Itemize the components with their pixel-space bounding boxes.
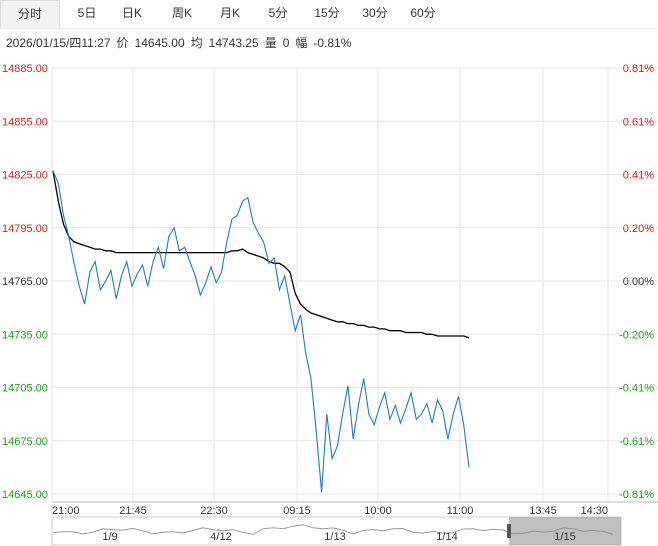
- tab-intraday[interactable]: 分时: [0, 0, 60, 28]
- navigator-dates: 1/9 4/12 1/13 1/14 1/15: [102, 531, 575, 543]
- price-tick-label: 14645.00: [2, 489, 48, 501]
- percent-tick-label: 0.61%: [623, 116, 654, 128]
- volume-value: 0: [282, 36, 290, 50]
- time-tick-label: 13:45: [529, 505, 557, 517]
- price-tick-label: 14675.00: [2, 436, 48, 448]
- price-value: 14645.00: [134, 36, 185, 50]
- price-line: [52, 170, 470, 493]
- time-tick-label: 21:45: [119, 505, 147, 517]
- percent-axis: 0.81% 0.61% 0.41% 0.20% 0.00% -0.20% -0.41% -0.…: [619, 63, 654, 501]
- time-tick-label: 22:30: [200, 505, 228, 517]
- percent-tick-label: -0.61%: [619, 436, 654, 448]
- percent-tick-label: -0.20%: [619, 329, 654, 341]
- price-tick-label: 14705.00: [2, 383, 48, 395]
- tab-15min[interactable]: 15分: [314, 6, 340, 20]
- quote-info-bar: 2026/01/15/四11:27 价 14645.00 均 14743.25 量 0 幅 -0…: [6, 34, 357, 51]
- price-tick-label: 14765.00: [2, 276, 48, 288]
- price-tick-label: 14795.00: [2, 223, 48, 235]
- percent-tick-label: -0.41%: [619, 383, 654, 395]
- navigator-selection[interactable]: [509, 517, 621, 545]
- avg-price-line: [52, 170, 470, 339]
- price-tick-label: 14825.00: [2, 170, 48, 182]
- navigator-date-label: 1/15: [554, 531, 575, 543]
- tab-60min[interactable]: 60分: [410, 6, 436, 20]
- period-tabs: 分时 5日 日K 周K 月K 5分 15分 30分 60分: [0, 0, 658, 29]
- percent-tick-label: -0.81%: [619, 489, 654, 501]
- time-axis: 21:00 21:45 22:30 09:15 10:00 11:00 13:45 14:30: [52, 501, 658, 517]
- tab-30min[interactable]: 30分: [362, 6, 388, 20]
- tab-weekly-k[interactable]: 周K: [171, 6, 192, 20]
- volume-label: 量: [264, 36, 277, 50]
- tab-5min[interactable]: 5分: [268, 6, 288, 20]
- time-tick-label: 11:00: [447, 505, 474, 517]
- price-tick-label: 14885.00: [2, 63, 48, 75]
- range-navigator[interactable]: 1/9 4/12 1/13 1/14 1/15: [51, 516, 622, 546]
- navigator-handle-left[interactable]: [507, 524, 511, 538]
- time-tick-label: 14:30: [580, 505, 608, 517]
- quote-datetime: 2026/01/15/四11:27: [6, 36, 111, 50]
- navigator-date-label: 4/12: [210, 531, 231, 543]
- avg-value: 14743.25: [208, 36, 259, 50]
- avg-label: 均: [190, 36, 203, 50]
- price-tick-label: 14735.00: [2, 329, 48, 341]
- percent-tick-label: 0.81%: [623, 63, 654, 75]
- change-value: -0.81%: [313, 36, 352, 50]
- percent-tick-label: 0.00%: [623, 276, 654, 288]
- tab-daily-k[interactable]: 日K: [121, 6, 142, 20]
- price-axis: 14885.00 14855.00 14825.00 14795.00 14765.00…: [2, 63, 48, 501]
- change-label: 幅: [295, 36, 308, 50]
- plot-area: [0, 56, 658, 502]
- percent-tick-label: 0.20%: [623, 223, 654, 235]
- navigator-date-label: 1/14: [436, 531, 457, 543]
- tab-monthly-k[interactable]: 月K: [219, 6, 240, 20]
- percent-tick-label: 0.41%: [623, 170, 654, 182]
- navigator-date-label: 1/13: [324, 531, 345, 543]
- time-tick-label: 10:00: [364, 505, 392, 517]
- tab-5day[interactable]: 5日: [77, 6, 97, 20]
- time-tick-label: 09:15: [283, 505, 311, 517]
- price-label: 价: [116, 36, 129, 50]
- price-tick-label: 14855.00: [2, 116, 48, 128]
- navigator-date-label: 1/9: [102, 531, 117, 543]
- time-tick-label: 21:00: [52, 505, 80, 517]
- chart-gridlines: [51, 67, 658, 502]
